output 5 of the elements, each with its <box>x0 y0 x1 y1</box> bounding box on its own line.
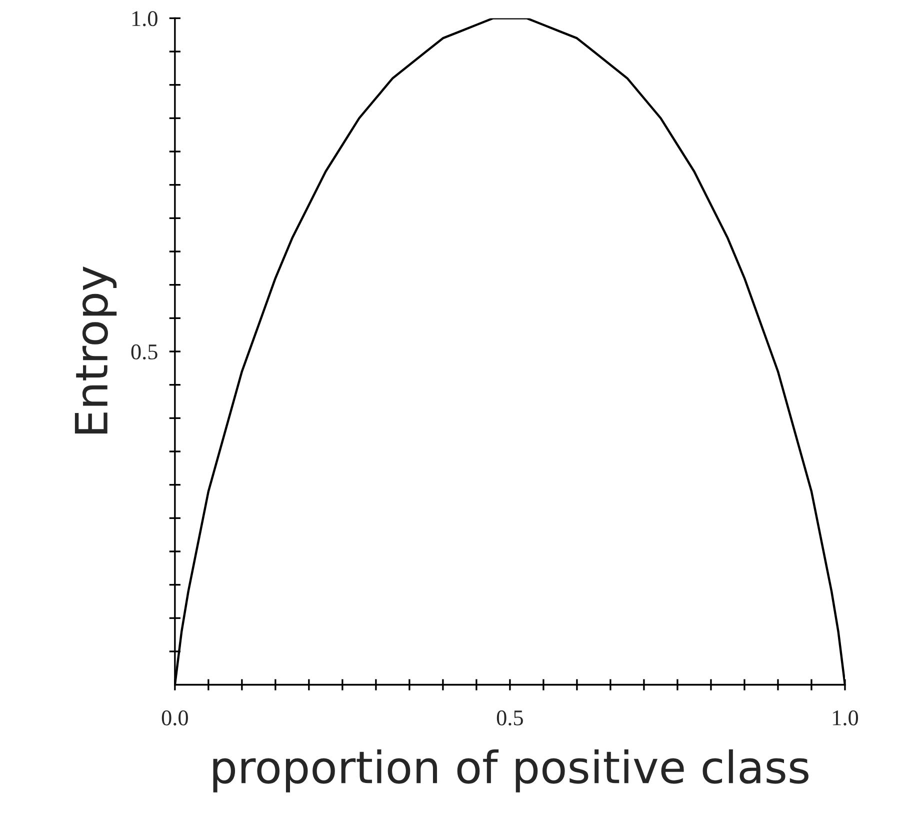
x-tick-label: 1.0 <box>833 710 858 726</box>
x-tick-label: 0.5 <box>496 710 523 726</box>
x-tick-label: 0.0 <box>162 710 188 726</box>
x-axis-title: proportion of positive class <box>213 749 808 792</box>
y-axis-title: Entropy <box>74 266 117 434</box>
